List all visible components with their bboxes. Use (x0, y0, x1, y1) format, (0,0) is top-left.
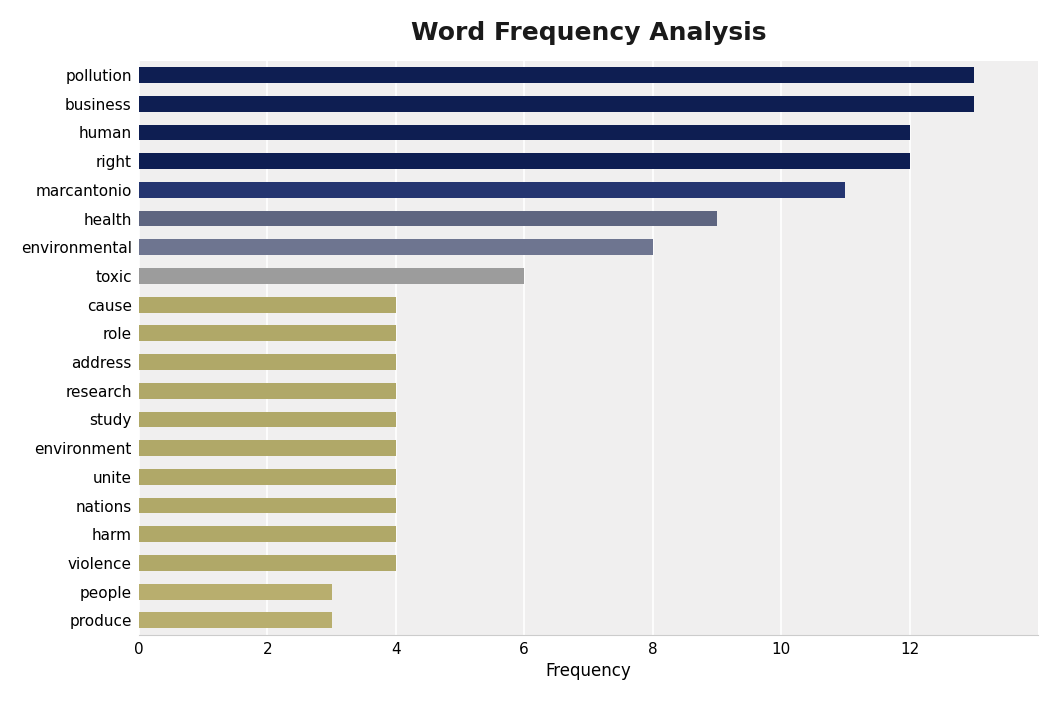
Bar (139, 354, 396, 370)
Bar (139, 383, 396, 399)
Bar (139, 584, 331, 599)
Bar (139, 297, 396, 313)
Bar (139, 498, 396, 513)
Bar (139, 239, 652, 255)
Bar (139, 325, 396, 341)
Bar (139, 67, 974, 83)
Bar (139, 268, 524, 284)
Bar (139, 182, 845, 198)
Bar (139, 469, 396, 484)
Bar (139, 411, 396, 428)
X-axis label: Frequency: Frequency (545, 662, 631, 680)
Bar (139, 440, 396, 456)
Bar (139, 613, 331, 628)
Bar (139, 125, 910, 140)
Bar (139, 96, 974, 111)
Bar (139, 154, 910, 169)
Title: Word Frequency Analysis: Word Frequency Analysis (411, 21, 767, 45)
Bar (139, 526, 396, 542)
Bar (139, 555, 396, 571)
Bar (139, 210, 717, 226)
